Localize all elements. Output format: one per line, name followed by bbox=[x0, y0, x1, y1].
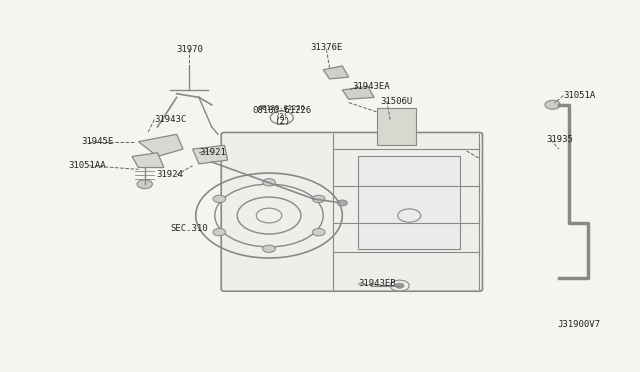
Circle shape bbox=[213, 195, 226, 203]
Text: 31945E: 31945E bbox=[81, 137, 113, 146]
Circle shape bbox=[312, 195, 325, 203]
Circle shape bbox=[337, 200, 348, 206]
Text: 31935: 31935 bbox=[546, 135, 573, 144]
Text: 31970: 31970 bbox=[176, 45, 203, 54]
Polygon shape bbox=[138, 134, 183, 157]
Text: 31943EA: 31943EA bbox=[352, 82, 390, 91]
Polygon shape bbox=[342, 86, 374, 99]
Text: 31051A: 31051A bbox=[563, 91, 596, 100]
Circle shape bbox=[213, 228, 226, 236]
Polygon shape bbox=[323, 66, 349, 79]
Circle shape bbox=[312, 228, 325, 236]
Polygon shape bbox=[132, 153, 164, 167]
Polygon shape bbox=[193, 145, 228, 164]
Circle shape bbox=[545, 100, 560, 109]
Bar bbox=[378, 109, 415, 145]
Text: 31376E: 31376E bbox=[310, 43, 342, 52]
Circle shape bbox=[262, 245, 275, 253]
Text: 31943C: 31943C bbox=[154, 115, 187, 124]
Text: 31051AA: 31051AA bbox=[68, 161, 106, 170]
Circle shape bbox=[395, 283, 404, 288]
FancyBboxPatch shape bbox=[221, 132, 483, 291]
Text: 08180-61226
(2): 08180-61226 (2) bbox=[259, 105, 305, 119]
Text: J31900V7: J31900V7 bbox=[557, 320, 600, 329]
Circle shape bbox=[262, 179, 275, 186]
Text: 31924: 31924 bbox=[157, 170, 184, 179]
Text: 31943EB: 31943EB bbox=[358, 279, 396, 288]
Circle shape bbox=[137, 180, 152, 189]
Text: 3: 3 bbox=[280, 115, 284, 121]
Text: 31506U: 31506U bbox=[381, 97, 413, 106]
Bar bbox=[358, 157, 460, 249]
Text: SEC.310: SEC.310 bbox=[170, 224, 208, 233]
Text: 08180-61226
(2): 08180-61226 (2) bbox=[252, 106, 311, 125]
Text: 31921: 31921 bbox=[199, 148, 226, 157]
